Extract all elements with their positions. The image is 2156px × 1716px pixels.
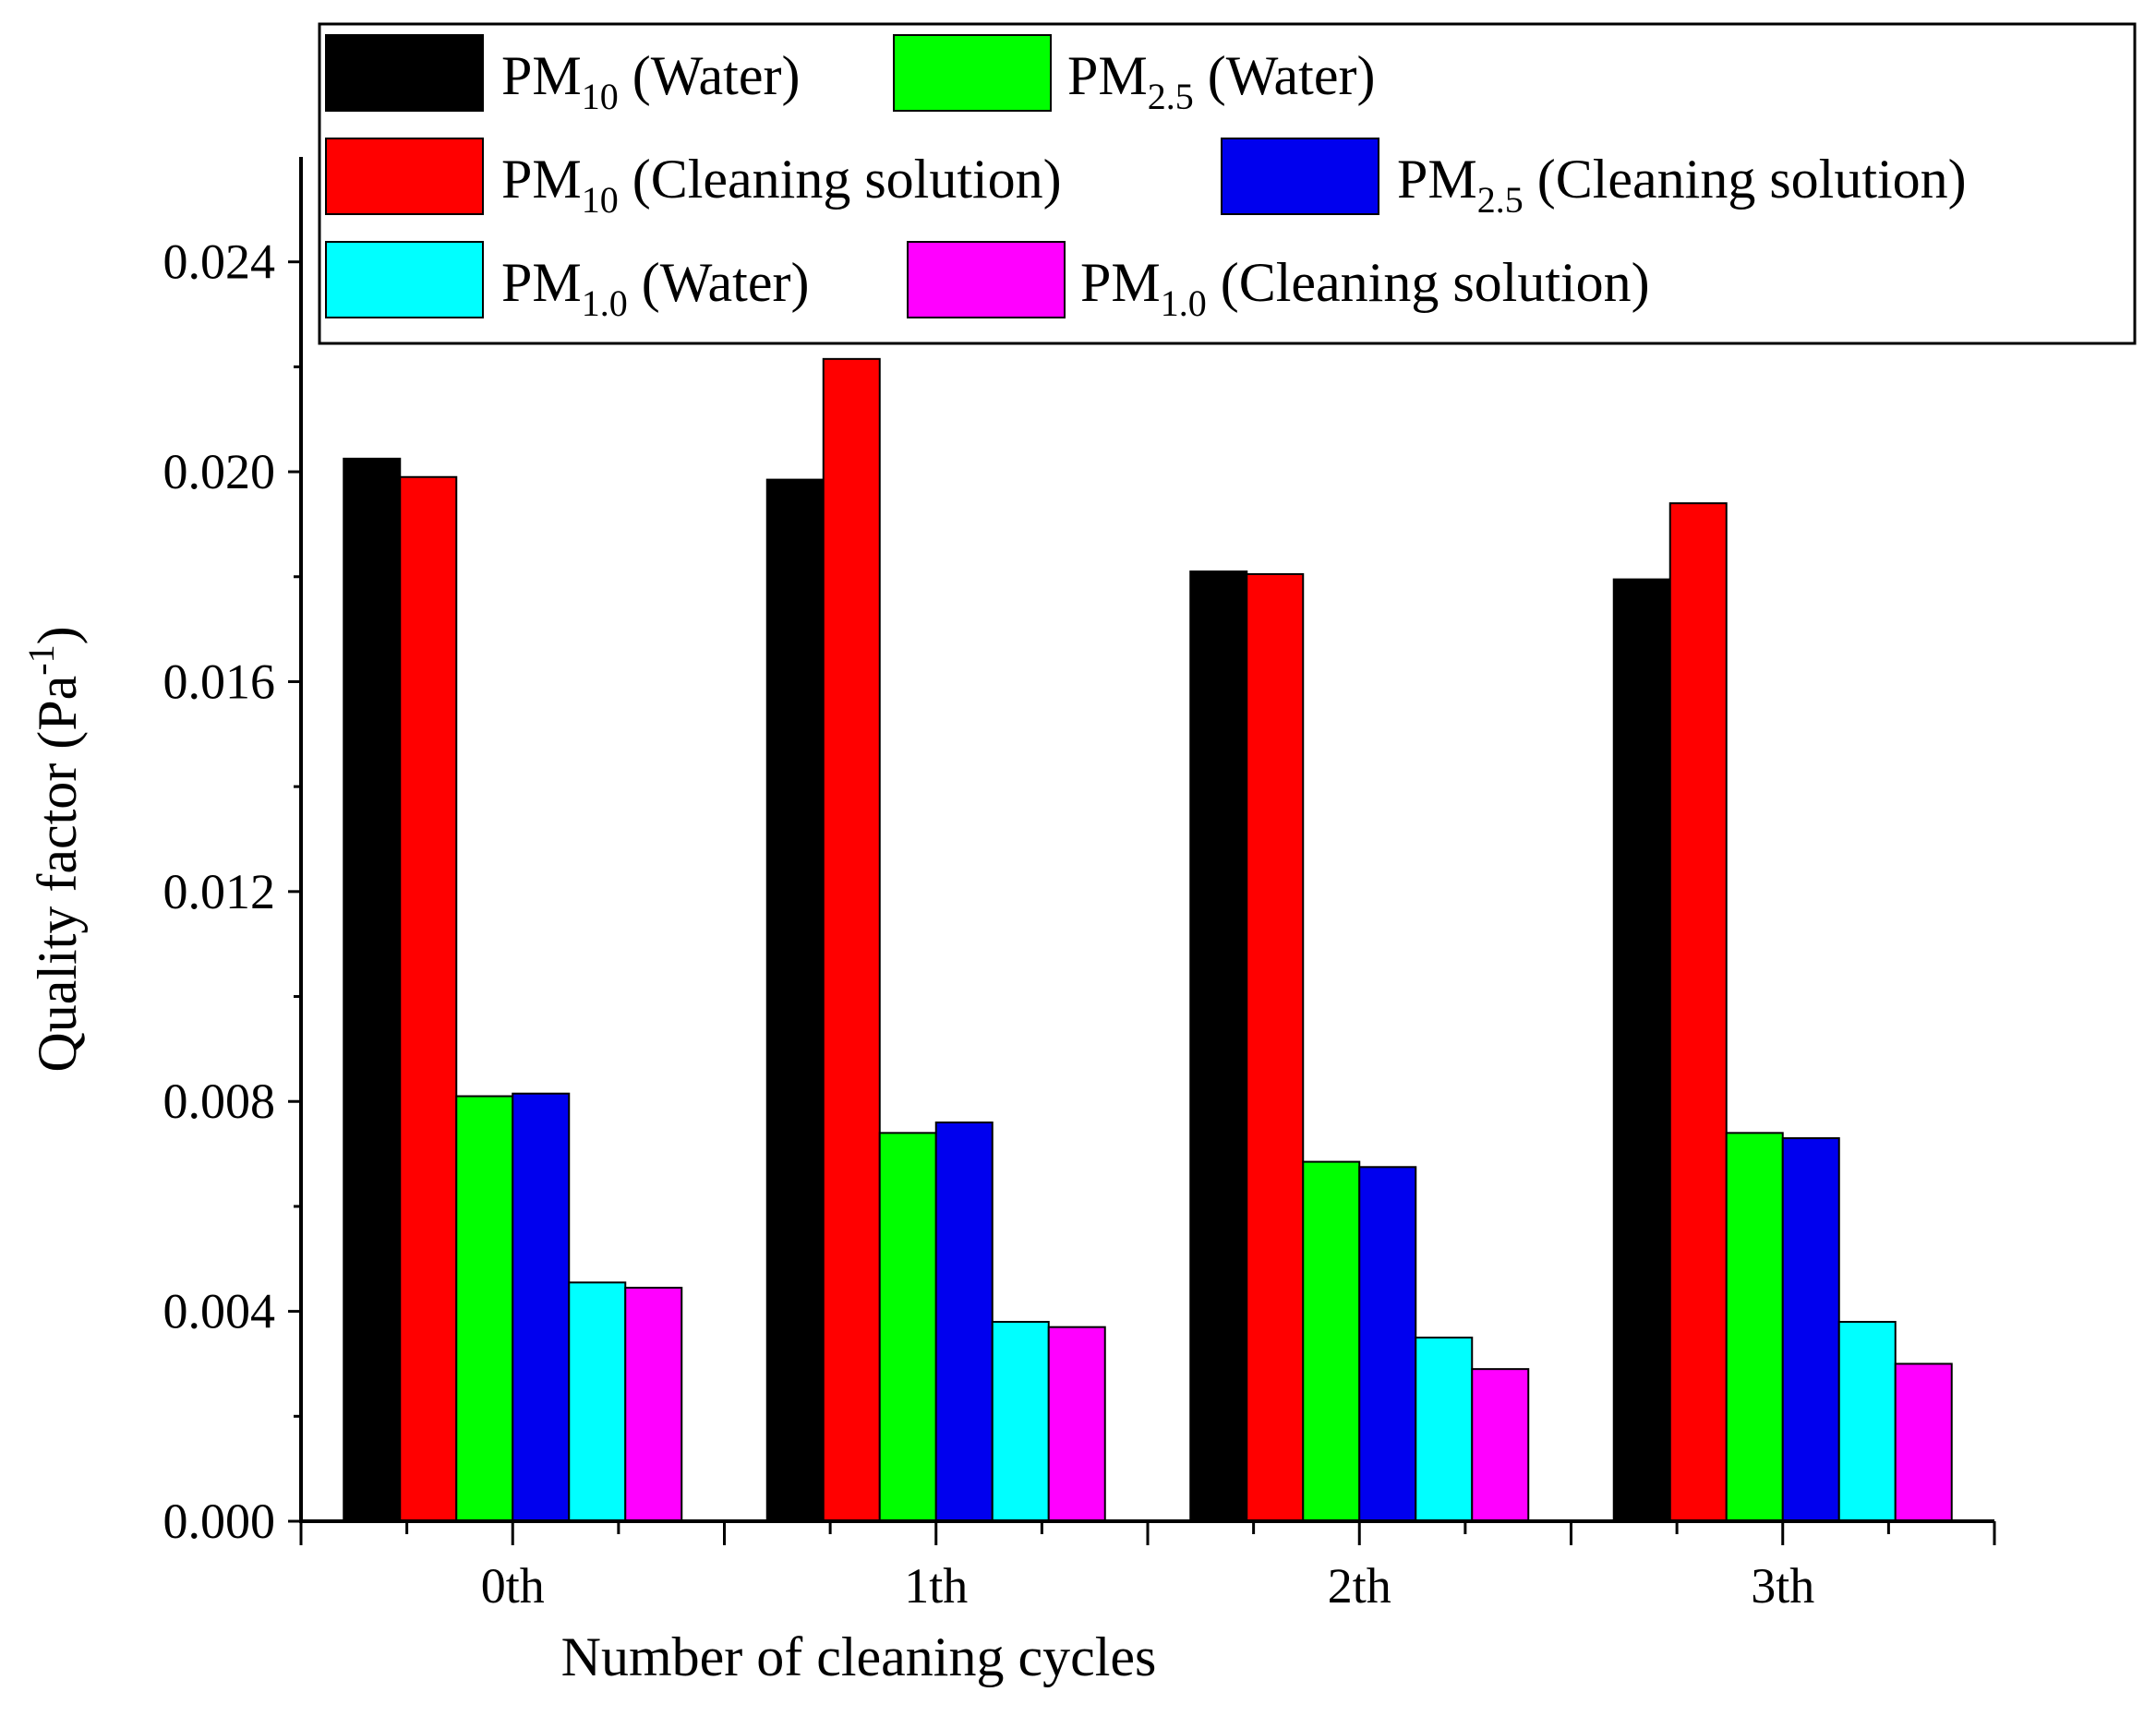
x-tick-label: 2th <box>1328 1558 1391 1614</box>
y-tick-label: 0.016 <box>163 654 276 709</box>
bar <box>878 1132 937 1523</box>
bar <box>1415 1337 1474 1522</box>
bar <box>399 475 458 1522</box>
bar <box>1668 502 1728 1523</box>
bar <box>1047 1326 1106 1522</box>
series-group <box>512 1092 1840 1522</box>
bar <box>1189 570 1248 1522</box>
legend-label: PM1.0 (Water) <box>501 252 809 324</box>
legend-item: PM10 (Water) <box>325 34 800 117</box>
bar <box>1894 1362 1953 1523</box>
bar <box>1302 1160 1361 1523</box>
x-tick-label: 3th <box>1751 1558 1814 1614</box>
bar <box>991 1320 1050 1522</box>
legend-item: PM2.5 (Water) <box>893 34 1375 117</box>
bar <box>765 478 825 1522</box>
legend-item: PM1.0 (Cleaning solution) <box>907 241 1650 324</box>
x-tick-label: 0th <box>481 1558 545 1614</box>
legend-item: PM10 (Cleaning solution) <box>325 138 1062 221</box>
y-tick-label: 0.008 <box>163 1074 276 1129</box>
y-axis-title-suffix: ) <box>27 626 88 644</box>
bar <box>1781 1137 1840 1522</box>
x-tick-label: 1th <box>904 1558 968 1614</box>
bar <box>1246 572 1305 1523</box>
bar <box>455 1095 514 1522</box>
bar <box>822 357 881 1523</box>
legend-label: PM1.0 (Cleaning solution) <box>1080 252 1650 324</box>
y-axis-title-main: Quality factor (Pa <box>27 676 88 1073</box>
legend-label: PM2.5 (Water) <box>1067 45 1375 117</box>
y-tick-label: 0.012 <box>163 864 276 919</box>
series-group <box>568 1281 1897 1522</box>
legend-swatch <box>325 241 484 318</box>
bar <box>568 1281 627 1522</box>
bar <box>934 1121 994 1522</box>
bar <box>1358 1166 1417 1522</box>
bars-layer <box>343 357 1953 1523</box>
series-group <box>399 357 1728 1523</box>
bar <box>1612 578 1671 1522</box>
legend-label: PM10 (Water) <box>501 45 800 117</box>
bar <box>1471 1368 1530 1522</box>
y-tick-label: 0.000 <box>163 1494 276 1549</box>
series-group <box>343 457 1671 1523</box>
series-group <box>624 1287 1953 1523</box>
legend: PM10 (Water) PM2.5 (Water)PM10 (Cleaning … <box>318 22 2137 345</box>
legend-swatch <box>907 241 1066 318</box>
bar <box>512 1092 571 1522</box>
legend-swatch <box>325 34 484 112</box>
y-tick-label: 0.004 <box>163 1284 276 1339</box>
bar <box>343 457 402 1523</box>
legend-item: PM1.0 (Water) <box>325 241 809 324</box>
y-axis-title: Quality factor (Pa-1) <box>20 626 88 1072</box>
bar <box>1837 1320 1897 1522</box>
bar <box>1725 1132 1784 1523</box>
ticks-layer: 0.000 0.004 0.008 0.012 0.016 0.020 0.024 0th 1t… <box>163 234 1996 1614</box>
legend-item: PM2.5 (Cleaning solution) <box>1221 138 1967 221</box>
legend-label: PM10 (Cleaning solution) <box>501 149 1062 221</box>
legend-swatch <box>325 138 484 215</box>
y-tick-label: 0.020 <box>163 444 276 499</box>
legend-swatch <box>1221 138 1379 215</box>
y-axis-title-superscript: -1 <box>20 644 62 675</box>
legend-label: PM2.5 (Cleaning solution) <box>1397 149 1967 221</box>
y-tick-label: 0.024 <box>163 234 276 290</box>
bar <box>624 1287 683 1523</box>
legend-swatch <box>893 34 1052 112</box>
x-axis-title: Number of cleaning cycles <box>561 1626 1157 1687</box>
